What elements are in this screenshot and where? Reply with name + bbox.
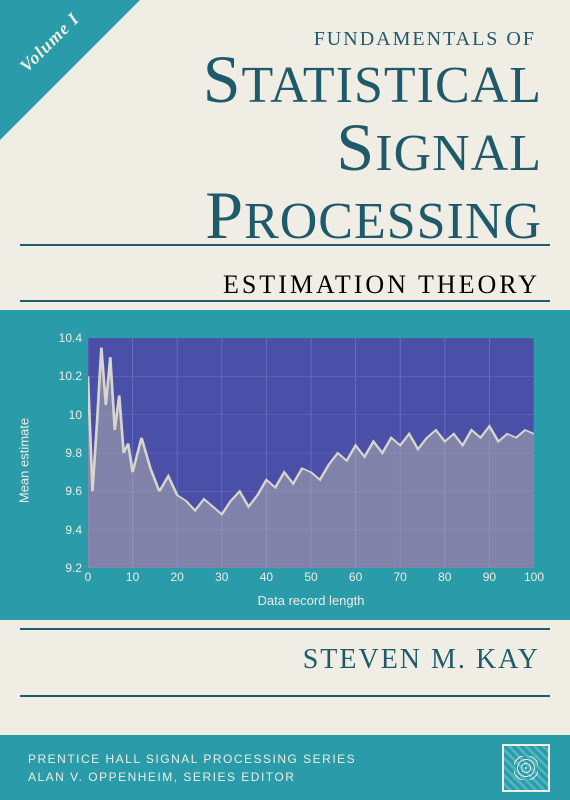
y-axis-label: Mean estimate [17, 418, 32, 503]
title-rest-3: ROCESSING [244, 193, 542, 250]
series-line1: PRENTICE HALL SIGNAL PROCESSING SERIES [28, 750, 502, 768]
x-axis-label: Data record length [258, 593, 365, 608]
chart-box: Mean estimate 9.29.49.69.81010.210.4 010… [28, 330, 542, 608]
x-tick-label: 90 [483, 570, 496, 584]
title-rest-2: IGNAL [375, 125, 542, 182]
series-info: PRENTICE HALL SIGNAL PROCESSING SERIES A… [20, 750, 502, 786]
title-section: Volume I FUNDAMENTALS OF STATISTICAL SIG… [0, 0, 570, 310]
author-name: STEVEN M. KAY [303, 644, 540, 676]
y-axis: Mean estimate 9.29.49.69.81010.210.4 [28, 338, 88, 568]
y-tick-label: 9.4 [65, 523, 82, 537]
y-tick-label: 9.2 [65, 561, 82, 575]
x-tick-label: 20 [171, 570, 184, 584]
x-tick-label: 40 [260, 570, 273, 584]
title-block: FUNDAMENTALS OF STATISTICAL SIGNAL PROCE… [203, 28, 542, 249]
title-main: STATISTICAL SIGNAL PROCESSING [203, 45, 542, 249]
author-section: STEVEN M. KAY [0, 620, 570, 735]
x-tick-label: 100 [524, 570, 544, 584]
chart-section: Mean estimate 9.2 9.4 9.6 9.8 10 10.2 10.4 0 10… [0, 310, 570, 620]
x-tick-label: 60 [349, 570, 362, 584]
x-tick-label: 30 [215, 570, 228, 584]
y-tick-label: 10 [69, 408, 82, 422]
subtitle: ESTIMATION THEORY [223, 270, 540, 300]
y-tick-label: 10.2 [59, 369, 82, 383]
x-tick-label: 10 [126, 570, 139, 584]
divider-rule [20, 628, 550, 630]
signal-chart [88, 338, 534, 568]
x-tick-label: 70 [394, 570, 407, 584]
plot-area [88, 338, 534, 568]
publisher-logo-icon [502, 744, 550, 792]
title-cap-s1: S [203, 41, 242, 117]
y-tick-label: 10.4 [59, 331, 82, 345]
x-axis: 0102030405060708090100 Data record lengt… [88, 568, 534, 608]
title-cap-s2: S [336, 109, 375, 185]
x-tick-label: 0 [85, 570, 92, 584]
title-cap-p: P [205, 177, 244, 253]
y-tick-label: 9.6 [65, 484, 82, 498]
book-cover: Volume I FUNDAMENTALS OF STATISTICAL SIG… [0, 0, 570, 800]
divider-rule [20, 300, 550, 302]
divider-rule [20, 695, 550, 697]
x-tick-label: 50 [304, 570, 317, 584]
title-rest-1: TATISTICAL [242, 57, 542, 114]
x-tick-label: 80 [438, 570, 451, 584]
y-tick-label: 9.8 [65, 446, 82, 460]
divider-rule [20, 244, 550, 246]
footer-section: PRENTICE HALL SIGNAL PROCESSING SERIES A… [0, 735, 570, 800]
series-line2: ALAN V. OPPENHEIM, SERIES EDITOR [28, 768, 502, 786]
